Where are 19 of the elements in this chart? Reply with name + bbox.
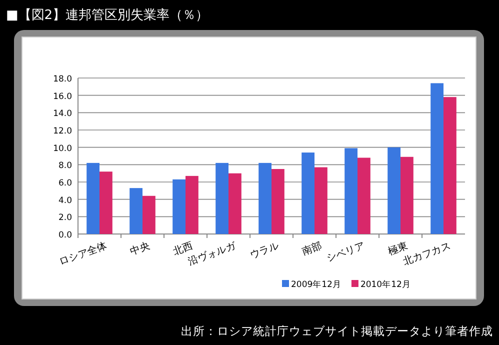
- x-tick-label: シベリア: [325, 240, 367, 264]
- x-tick-label: ウラル: [248, 240, 281, 262]
- x-tick-label: 南部: [300, 240, 324, 258]
- y-tick-label: 12.0: [53, 126, 72, 136]
- y-tick-label: 18.0: [53, 74, 72, 84]
- y-tick-label: 10.0: [53, 144, 72, 154]
- y-tick-label: 2.0: [58, 213, 72, 224]
- legend-label: 2009年12月: [291, 279, 342, 290]
- y-tick-label: 14.0: [53, 109, 72, 120]
- legend-label: 2010年12月: [360, 279, 411, 290]
- y-tick-label: 16.0: [53, 92, 72, 102]
- y-tick-label: 8.0: [58, 161, 72, 172]
- annotation: 出所：ロシア統計庁ウェブサイト掲載データより筆者作成: [181, 324, 493, 338]
- y-tick-label: 0.0: [58, 230, 72, 240]
- title: ■【図2】連邦管区別失業率（％）: [6, 8, 209, 23]
- y-tick-label: 6.0: [58, 178, 72, 188]
- x-tick-label: 中央: [128, 240, 152, 258]
- x-tick-label: ロシア全体: [57, 240, 109, 268]
- y-tick-label: 4.0: [58, 196, 72, 206]
